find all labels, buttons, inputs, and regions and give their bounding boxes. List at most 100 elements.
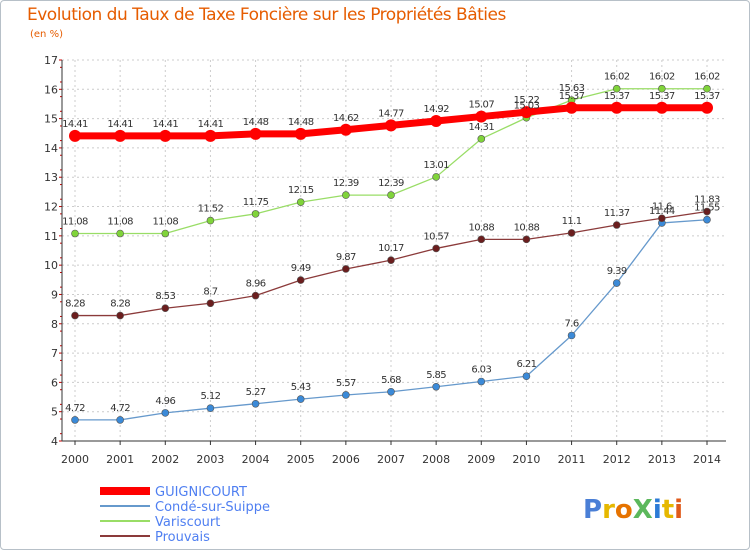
data-label: 15.37 (604, 91, 630, 102)
data-point (567, 331, 576, 340)
data-point (342, 265, 350, 273)
data-label: 15.37 (559, 91, 585, 102)
data-point (71, 311, 79, 320)
data-point (701, 101, 713, 114)
data-point (387, 191, 395, 199)
y-tick-label: 9 (51, 288, 58, 301)
y-tick-label: 13 (44, 171, 58, 184)
data-label: 15.37 (649, 91, 675, 102)
data-point (249, 127, 262, 140)
data-label: 9.39 (607, 266, 627, 277)
x-tick-label: 2009 (467, 453, 495, 466)
data-label: 16.02 (604, 72, 630, 83)
data-label: 6.21 (516, 359, 536, 370)
data-point (522, 372, 531, 381)
data-label: 11.52 (198, 204, 224, 215)
data-label: 14.41 (152, 119, 178, 130)
data-label: 10.57 (423, 231, 449, 242)
data-point (116, 229, 124, 238)
data-point (655, 101, 668, 114)
data-point (477, 377, 486, 386)
data-label: 10.88 (468, 222, 494, 233)
y-tick-label: 6 (51, 376, 58, 389)
data-point (565, 101, 578, 114)
data-label: 14.48 (288, 117, 314, 128)
legend: GUIGNICOURTCondé-sur-SuippeVariscourtPro… (100, 485, 270, 545)
x-tick-label: 2008 (422, 453, 450, 466)
data-point (114, 129, 127, 142)
data-label: 4.72 (65, 403, 85, 414)
data-point (703, 84, 711, 93)
data-point (296, 395, 305, 403)
data-point (387, 387, 395, 396)
data-label: 14.41 (107, 119, 133, 130)
x-tick-label: 2011 (558, 453, 586, 466)
data-label: 11.44 (649, 206, 675, 217)
legend-label: Variscourt (155, 515, 220, 530)
data-label: 14.41 (62, 119, 88, 130)
data-labels-layer: 14.41 14.41 14.41 14.41 14.48 14.48 14.62 14.77… (62, 72, 720, 414)
data-point (342, 391, 350, 399)
data-label: 5.57 (336, 378, 356, 389)
y-tick-label: 12 (44, 201, 58, 214)
data-label: 5.85 (426, 370, 446, 381)
data-point (612, 221, 621, 229)
data-point (251, 210, 260, 218)
data-label: 10.17 (378, 243, 404, 254)
data-point (612, 279, 621, 287)
data-label: 11.83 (694, 195, 720, 206)
data-label: 8.53 (155, 291, 175, 302)
data-label: 10.88 (514, 222, 540, 233)
data-label: 16.02 (694, 72, 720, 83)
data-point (432, 382, 440, 391)
data-point (71, 229, 79, 238)
data-point (69, 129, 81, 142)
data-label: 4.96 (155, 396, 175, 407)
x-tick-label: 2010 (512, 453, 540, 466)
data-point (116, 311, 124, 320)
y-tick-label: 8 (51, 318, 58, 331)
data-point (294, 127, 307, 140)
data-point (206, 299, 215, 308)
data-point (206, 216, 215, 225)
data-label: 11.08 (152, 217, 178, 228)
data-point (610, 101, 623, 114)
data-point (567, 229, 576, 237)
data-point (703, 215, 711, 224)
legend-swatch (100, 487, 150, 495)
y-tick-label: 4 (51, 435, 58, 448)
data-label: 8.96 (246, 279, 266, 290)
data-point (520, 106, 533, 119)
y-tick-label: 17 (44, 54, 58, 67)
data-label: 5.12 (200, 391, 220, 402)
chart-title: Evolution du Taux de Taxe Foncière sur l… (27, 5, 506, 25)
data-label: 14.92 (423, 104, 449, 115)
x-tick-label: 2005 (287, 453, 315, 466)
data-label: 8.7 (203, 286, 217, 297)
series-layer (69, 84, 713, 424)
data-label: 14.41 (198, 119, 224, 130)
legend-label: Prouvais (155, 530, 210, 545)
data-label: 9.87 (336, 252, 356, 263)
data-point (475, 110, 488, 123)
data-label: 4.72 (110, 403, 130, 414)
data-point (432, 173, 440, 181)
data-point (703, 207, 711, 216)
data-point (159, 129, 172, 142)
x-tick-label: 2007 (377, 453, 405, 466)
data-label: 11.1 (562, 216, 582, 227)
y-unit-label: (en %) (30, 29, 63, 40)
data-point (204, 129, 217, 142)
data-label: 11.37 (604, 208, 630, 219)
data-label: 11.08 (107, 217, 133, 228)
x-tick-label: 2014 (693, 453, 721, 466)
x-tick-label: 2001 (106, 453, 134, 466)
x-tick-label: 2004 (242, 453, 270, 466)
y-tick-label: 11 (44, 230, 58, 243)
data-label: 5.27 (246, 387, 266, 398)
y-tick-label: 14 (44, 142, 58, 155)
data-label: 9.49 (291, 263, 311, 274)
data-label: 16.02 (649, 72, 675, 83)
data-label: 15.22 (514, 95, 540, 106)
